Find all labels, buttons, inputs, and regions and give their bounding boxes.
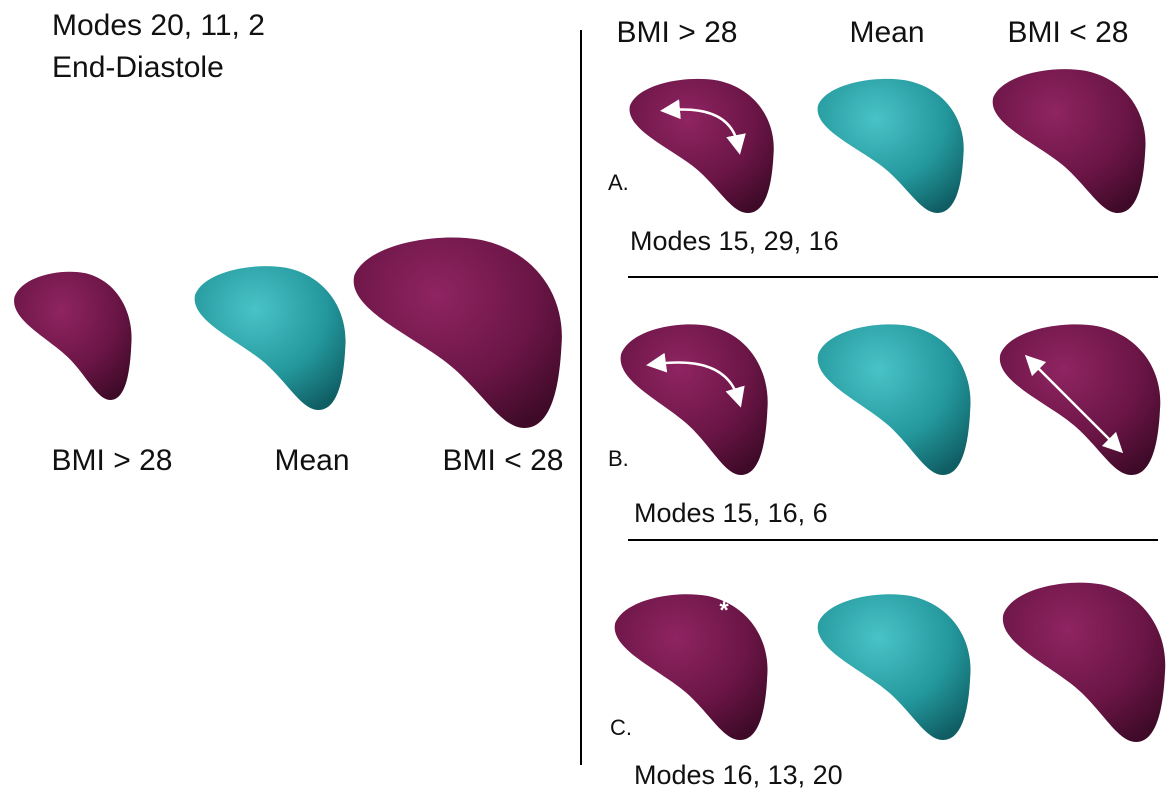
row-letter: A. bbox=[608, 170, 629, 195]
shape bbox=[621, 324, 768, 475]
row-letter: C. bbox=[610, 715, 632, 740]
shape bbox=[14, 272, 131, 400]
figure: Modes 20, 11, 2 End-Diastole BMI > 28 Me… bbox=[0, 0, 1170, 790]
label: BMI > 28 bbox=[52, 444, 173, 477]
shape bbox=[818, 594, 971, 740]
row-caption: Modes 16, 13, 20 bbox=[634, 760, 843, 790]
shape bbox=[630, 79, 774, 213]
shape bbox=[615, 594, 768, 740]
row-caption: Modes 15, 16, 6 bbox=[634, 498, 828, 528]
label: Mean bbox=[274, 444, 349, 477]
title-line: End-Diastole bbox=[52, 51, 224, 84]
shape bbox=[195, 266, 346, 410]
title-line: Modes 20, 11, 2 bbox=[52, 9, 265, 42]
label: BMI < 28 bbox=[443, 444, 564, 477]
shape bbox=[354, 237, 562, 428]
shape bbox=[993, 69, 1146, 213]
shape bbox=[1003, 583, 1165, 742]
row-caption: Modes 15, 29, 16 bbox=[630, 226, 839, 256]
shape bbox=[818, 324, 971, 475]
row-letter: B. bbox=[608, 446, 629, 471]
shape bbox=[818, 79, 964, 213]
shape bbox=[1000, 324, 1160, 475]
header: BMI < 28 bbox=[1008, 16, 1129, 49]
header: BMI > 28 bbox=[617, 16, 738, 49]
header: Mean bbox=[849, 16, 924, 49]
annotation: * bbox=[719, 597, 729, 624]
